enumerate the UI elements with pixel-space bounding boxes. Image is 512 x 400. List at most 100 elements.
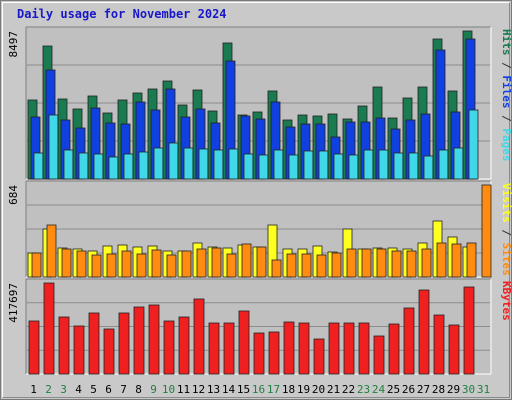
bar-sites-day-9	[151, 249, 162, 278]
right-legend-part: KBytes	[500, 281, 512, 321]
bar-sites-day-19	[301, 253, 312, 278]
bar-kbytes-day-8	[133, 306, 145, 375]
bar-sites-day-24	[376, 248, 387, 278]
bar-sites-day-27	[421, 248, 432, 278]
bar-kbytes-day-6	[103, 328, 115, 375]
bar-kbytes-day-14	[223, 322, 235, 375]
bar-sites-day-18	[286, 253, 297, 278]
bar-pages-day-28	[438, 149, 449, 180]
bar-kbytes-day-16	[253, 332, 265, 375]
bar-kbytes-day-26	[403, 307, 415, 375]
bar-kbytes-day-29	[448, 324, 460, 375]
x-tick-day-11: 11	[177, 383, 190, 396]
bar-sites-day-17	[271, 259, 282, 278]
right-legend-panel-1: Hits / Files / Pages	[500, 29, 512, 162]
x-tick-day-31: 31	[477, 383, 490, 396]
bar-pages-day-17	[273, 149, 284, 180]
bar-kbytes-day-12	[193, 298, 205, 375]
bar-sites-day-8	[136, 253, 147, 278]
y-max-label-panel-1: 8497	[7, 31, 20, 58]
bar-kbytes-day-1	[28, 320, 40, 375]
bar-kbytes-day-11	[178, 316, 190, 375]
right-legend-part: Visits	[500, 183, 512, 223]
right-legend-panel-2: Visits / Sites	[500, 183, 512, 276]
x-tick-day-16: 16	[252, 383, 265, 396]
bar-kbytes-day-9	[148, 304, 160, 375]
x-tick-day-28: 28	[432, 383, 445, 396]
bar-sites-day-4	[76, 250, 87, 278]
x-tick-day-10: 10	[162, 383, 175, 396]
bar-sites-day-1	[31, 252, 42, 278]
right-legend-part: /	[500, 109, 512, 129]
bar-sites-day-23	[361, 248, 372, 278]
bar-sites-day-21	[331, 252, 342, 278]
right-legend-part: Hits	[500, 29, 512, 56]
bar-pages-day-7	[123, 153, 134, 180]
bar-pages-day-27	[423, 155, 434, 180]
bar-pages-day-14	[228, 148, 239, 180]
bar-kbytes-day-15	[238, 310, 250, 375]
bar-sites-day-16	[256, 246, 267, 278]
bar-kbytes-day-13	[208, 322, 220, 375]
bar-pages-day-25	[393, 152, 404, 180]
bar-kbytes-day-17	[268, 331, 280, 375]
bar-kbytes-day-24	[373, 335, 385, 375]
bar-pages-day-12	[198, 148, 209, 180]
x-tick-day-3: 3	[60, 383, 67, 396]
bar-sites-day-5	[91, 254, 102, 278]
bar-pages-day-13	[213, 149, 224, 180]
right-legend-part: Sites	[500, 243, 512, 276]
bar-pages-day-19	[303, 150, 314, 180]
x-tick-day-13: 13	[207, 383, 220, 396]
bar-sites-day-3	[61, 248, 72, 278]
x-tick-day-18: 18	[282, 383, 295, 396]
bar-pages-day-1	[33, 152, 44, 180]
x-tick-day-5: 5	[90, 383, 97, 396]
bar-sites-day-12	[196, 248, 207, 278]
bar-sites-day-29	[451, 243, 462, 278]
x-tick-day-19: 19	[297, 383, 310, 396]
x-tick-day-14: 14	[222, 383, 236, 396]
bar-sites-day-28	[436, 242, 447, 278]
bar-pages-day-3	[63, 149, 74, 180]
bar-kbytes-day-27	[418, 289, 430, 375]
bar-pages-day-11	[183, 147, 194, 180]
y-max-label-panel-2: 684	[7, 185, 20, 205]
bar-pages-day-26	[408, 152, 419, 180]
x-tick-day-21: 21	[327, 383, 340, 396]
right-legend-part: Files	[500, 75, 512, 108]
bar-pages-day-30	[468, 109, 479, 180]
bar-kbytes-day-28	[433, 314, 445, 375]
bar-pages-day-15	[243, 153, 254, 180]
y-max-label-panel-3: 417697	[7, 283, 20, 323]
bar-sites-day-13	[211, 247, 222, 278]
bar-sites-day-15	[241, 243, 252, 278]
bar-sites-day-6	[106, 253, 117, 278]
bar-pages-day-23	[363, 149, 374, 180]
bar-kbytes-day-25	[388, 323, 400, 375]
bar-kbytes-day-4	[73, 325, 85, 375]
x-tick-day-25: 25	[387, 383, 400, 396]
right-legend-part: /	[500, 56, 512, 76]
x-tick-day-12: 12	[192, 383, 205, 396]
bar-pages-day-18	[288, 154, 299, 180]
bar-sites-day-25	[391, 250, 402, 278]
x-tick-day-20: 20	[312, 383, 325, 396]
bar-sites-day-10	[166, 254, 177, 278]
x-tick-day-1: 1	[30, 383, 37, 396]
bar-kbytes-day-20	[313, 338, 325, 375]
bar-pages-day-16	[258, 154, 269, 180]
bar-kbytes-day-5	[88, 312, 100, 375]
x-tick-day-30: 30	[462, 383, 475, 396]
bar-pages-day-5	[93, 153, 104, 180]
bar-kbytes-day-7	[118, 312, 130, 375]
bar-kbytes-day-22	[343, 322, 355, 375]
bar-sites-day-20	[316, 254, 327, 278]
bar-pages-day-24	[378, 149, 389, 180]
bar-kbytes-day-23	[358, 322, 370, 375]
bar-pages-day-21	[333, 153, 344, 180]
x-tick-day-4: 4	[75, 383, 82, 396]
right-legend-panel-3: KBytes	[500, 281, 512, 321]
